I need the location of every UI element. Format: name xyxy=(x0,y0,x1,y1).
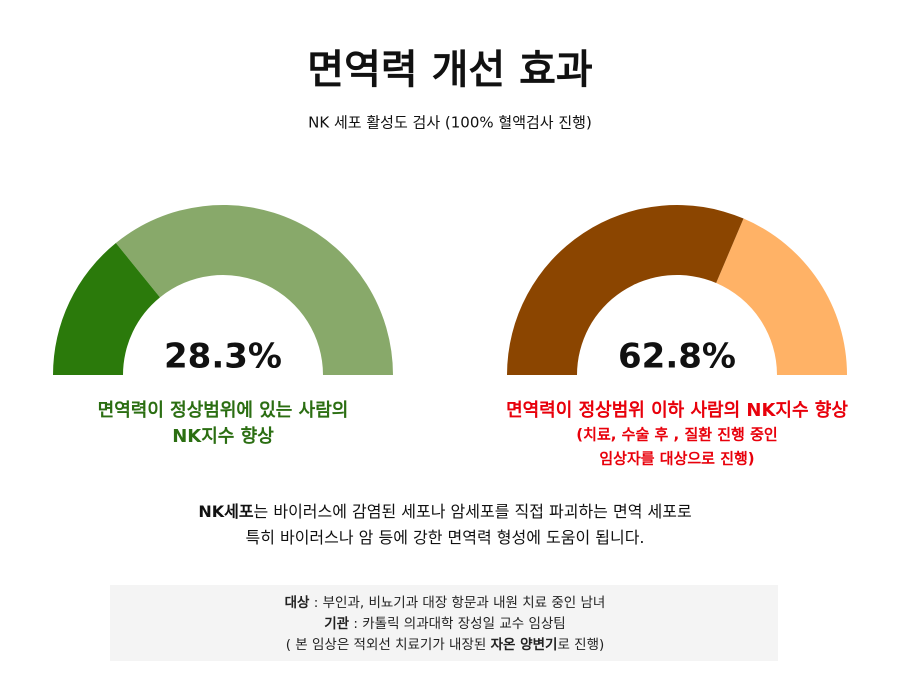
value-label: 28.3% xyxy=(164,337,282,377)
caption: 면역력이 정상범위 이하 사람의 NK지수 향상 xyxy=(506,400,848,421)
value-label: 62.8% xyxy=(618,337,736,377)
note: 임상자를 대상으로 진행) xyxy=(599,450,754,468)
text-segment: : 부인과, 비뇨기과 대장 항문과 내원 치료 중인 남녀 xyxy=(309,595,605,611)
text-segment: ( 본 임상은 적외선 치료기가 내장된 xyxy=(286,637,491,653)
text-segment: 로 진행) xyxy=(557,637,604,653)
caption: NK지수 향상 xyxy=(172,426,274,447)
subtitle: NK 세포 활성도 검사 (100% 혈액검사 진행) xyxy=(308,114,592,132)
description-line: 특히 바이러스나 암 등에 강한 면역력 형성에 도움이 됩니다. xyxy=(245,528,644,547)
note: (치료, 수술 후 , 질환 진행 중인 xyxy=(576,426,777,444)
text-segment: NK세포 xyxy=(198,502,254,521)
gauge-value xyxy=(53,242,160,375)
gauge-value xyxy=(507,205,744,375)
info-line: 대상 : 부인과, 비뇨기과 대장 항문과 내원 치료 중인 남녀 xyxy=(285,595,606,611)
text-segment: 대상 xyxy=(285,595,310,611)
gauge-rest xyxy=(115,205,393,375)
caption: 면역력이 정상범위에 있는 사람의 xyxy=(98,400,349,421)
info-box xyxy=(110,585,778,661)
text-segment: 특히 바이러스나 암 등에 강한 면역력 형성에 도움이 됩니다. xyxy=(245,528,644,547)
info-line: 기관 : 카톨릭 의과대학 장성일 교수 임상팀 xyxy=(324,615,565,632)
text-segment: : 카톨릭 의과대학 장성일 교수 임상팀 xyxy=(349,616,566,632)
text-segment: 자온 양변기 xyxy=(491,637,558,653)
info-line: ( 본 임상은 적외선 치료기가 내장된 자온 양변기로 진행) xyxy=(286,637,605,653)
text-segment: 기관 xyxy=(324,615,349,632)
gauge-rest xyxy=(716,218,847,375)
title: 면역력 개선 효과 xyxy=(307,47,593,93)
description-line: NK세포는 바이러스에 감염된 세포나 암세포를 직접 파괴하는 면역 세포로 xyxy=(198,502,691,521)
text-segment: 는 바이러스에 감염된 세포나 암세포를 직접 파괴하는 면역 세포로 xyxy=(254,502,692,521)
